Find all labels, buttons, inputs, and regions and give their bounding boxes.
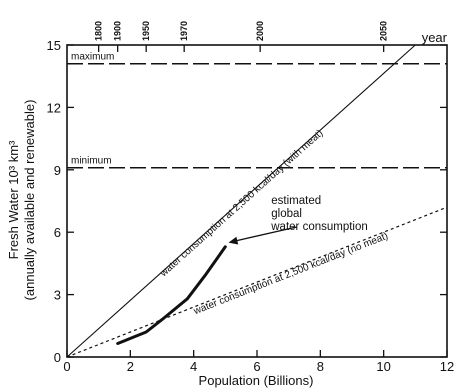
y-tick-label: 12: [47, 100, 61, 115]
year-tick-label: 1950: [141, 21, 151, 41]
reference-lines: maximum minimum: [67, 52, 447, 169]
y-tick-label: 6: [54, 225, 61, 240]
axes: 0 2 4 6 8 10 12 0 3 6 9 12 15: [47, 38, 455, 374]
x-tick-label: 8: [317, 359, 324, 374]
y-tick-label: 9: [54, 163, 61, 178]
series-label-no-meat: water consumption at 2,500 kcal/day (no …: [191, 231, 389, 318]
y-tick-label: 15: [47, 38, 61, 53]
x-axis-title: Population (Billions): [199, 373, 314, 388]
annotation-line: estimated: [271, 195, 321, 207]
series-lines: [66, 44, 448, 358]
x-tick-label: 0: [63, 359, 70, 374]
plot-frame: [66, 44, 448, 358]
top-year-axis: 1800 1900 1950 1970 2000 2050 year: [94, 21, 448, 52]
y-tick-label: 0: [54, 350, 61, 365]
annotation-line: water consumption: [270, 221, 368, 233]
reference-label-maximum: maximum: [71, 52, 114, 63]
year-tick-label: 1900: [113, 21, 123, 41]
annotation-arrow-shaft: [232, 226, 297, 243]
x-tick-label: 10: [376, 359, 390, 374]
x-tick-label: 12: [440, 359, 454, 374]
x-tick-label: 2: [127, 359, 134, 374]
y-axis-subtitle: (annually available and renewable): [22, 100, 37, 301]
annotation-line: global: [271, 208, 302, 220]
reference-label-minimum: minimum: [71, 156, 112, 167]
y-axis-title: Fresh Water 10³ km³: [6, 140, 21, 259]
x-tick-label: 6: [253, 359, 260, 374]
annotation-arrow-head: [228, 236, 239, 245]
year-tick-label: 2000: [255, 21, 265, 41]
series-line-1: [66, 206, 448, 358]
year-axis-label: year: [422, 30, 448, 45]
year-tick-label: 2050: [379, 21, 389, 41]
year-tick-label: 1970: [179, 21, 189, 41]
series-line-2: [116, 245, 227, 345]
year-tick-label: 1800: [94, 21, 104, 41]
x-tick-label: 4: [190, 359, 197, 374]
series-line-0: [66, 44, 416, 358]
y-tick-label: 3: [54, 288, 61, 303]
